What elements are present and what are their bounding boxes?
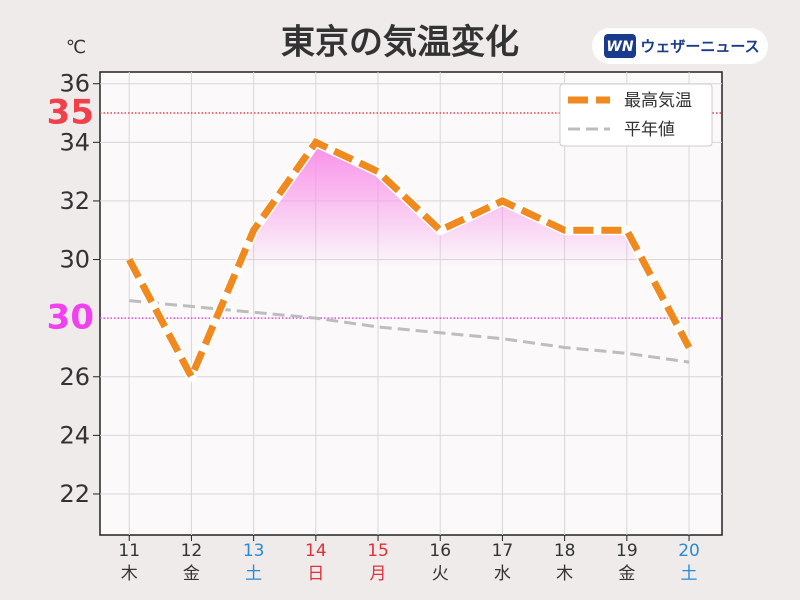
y-tick-label: 24 xyxy=(59,421,90,449)
y-tick-label: 36 xyxy=(59,70,90,98)
y-tick-label: 30 xyxy=(59,246,90,274)
y-tick-label: 26 xyxy=(59,363,90,391)
x-tick-label: 19 xyxy=(616,541,638,561)
unit-label: ℃ xyxy=(66,37,86,58)
x-weekday-label: 木 xyxy=(556,564,573,584)
x-weekday-label: 木 xyxy=(121,564,138,584)
x-tick-label: 12 xyxy=(181,541,203,561)
reference-label: 35 xyxy=(47,93,94,133)
x-weekday-label: 土 xyxy=(681,564,698,584)
brand-icon xyxy=(604,34,636,58)
x-weekday-label: 土 xyxy=(245,564,262,584)
x-weekday-label: 金 xyxy=(183,564,200,584)
x-weekday-label: 水 xyxy=(494,564,511,584)
x-tick-label: 15 xyxy=(367,541,389,561)
x-tick-label: 11 xyxy=(118,541,140,561)
reference-label: 30 xyxy=(47,298,94,338)
x-weekday-label: 火 xyxy=(432,564,449,584)
x-weekday-label: 月 xyxy=(370,564,387,584)
series-area xyxy=(129,142,690,535)
series-line xyxy=(126,137,693,385)
brand-name: ウェザーニュース xyxy=(640,38,759,56)
marks xyxy=(124,137,694,535)
x-tick-label: 14 xyxy=(305,541,327,561)
brand-badge xyxy=(592,28,768,64)
y-tick-label: 32 xyxy=(59,187,90,215)
x-tick-label: 20 xyxy=(678,541,700,561)
chart-title: 東京の気温変化 xyxy=(281,23,519,63)
x-tick-label: 18 xyxy=(554,541,576,561)
legend-label: 最高気温 xyxy=(624,91,692,111)
legend-label: 平年値 xyxy=(624,120,675,140)
labels: 11 木 12 金 13 土 14 日 15 月 16 火 17 水 18 木 19 金 20 土 22 24 26 30 32… xyxy=(47,70,713,584)
y-tick-label: 34 xyxy=(59,128,90,156)
x-weekday-label: 日 xyxy=(307,564,324,584)
brand-mark: WN xyxy=(606,39,633,55)
x-tick-label: 13 xyxy=(243,541,265,561)
y-tick-label: 22 xyxy=(59,480,90,508)
x-weekday-label: 金 xyxy=(618,564,635,584)
x-tick-label: 16 xyxy=(429,541,451,561)
x-tick-label: 17 xyxy=(492,541,514,561)
